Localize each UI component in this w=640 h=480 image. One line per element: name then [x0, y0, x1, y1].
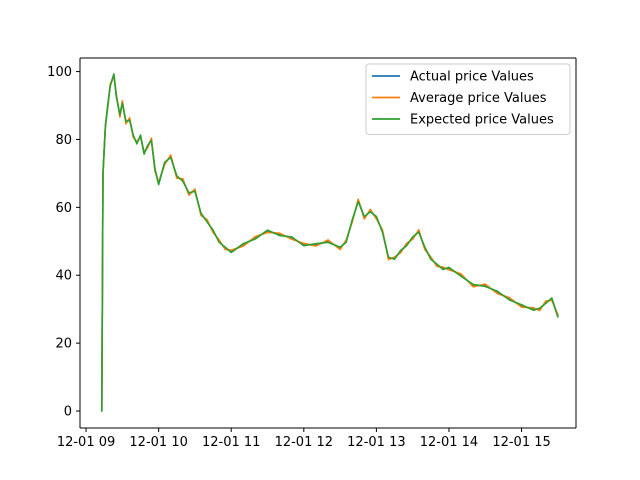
y-tick-label: 100 — [47, 65, 72, 80]
legend: Actual price Values Average price Values E… — [365, 63, 571, 135]
y-tick-label: 20 — [55, 337, 72, 352]
legend-label: Expected price Values — [410, 113, 554, 128]
ticks-layer: 12-01 09 12-01 10 12-01 11 12-01 12 12-01 13… — [47, 65, 551, 450]
x-tick-label: 12-01 12 — [275, 435, 333, 450]
x-tick-label: 12-01 15 — [492, 435, 550, 450]
legend-label: Average price Values — [410, 91, 547, 106]
legend-label: Actual price Values — [410, 70, 534, 85]
axes-layer — [79, 57, 577, 429]
y-tick-label: 0 — [64, 405, 72, 420]
x-tick-label: 12-01 14 — [420, 435, 478, 450]
y-tick-label: 40 — [55, 269, 72, 284]
x-tick-label: 12-01 13 — [347, 435, 405, 450]
legend-box — [365, 63, 571, 135]
x-tick-label: 12-01 10 — [129, 435, 187, 450]
series-line-expected-price-values — [100, 73, 559, 412]
y-tick-label: 80 — [55, 133, 72, 148]
y-tick-label: 60 — [55, 201, 72, 216]
x-tick-label: 12-01 09 — [57, 435, 115, 450]
series-layer — [100, 73, 559, 412]
x-tick-label: 12-01 11 — [202, 435, 260, 450]
